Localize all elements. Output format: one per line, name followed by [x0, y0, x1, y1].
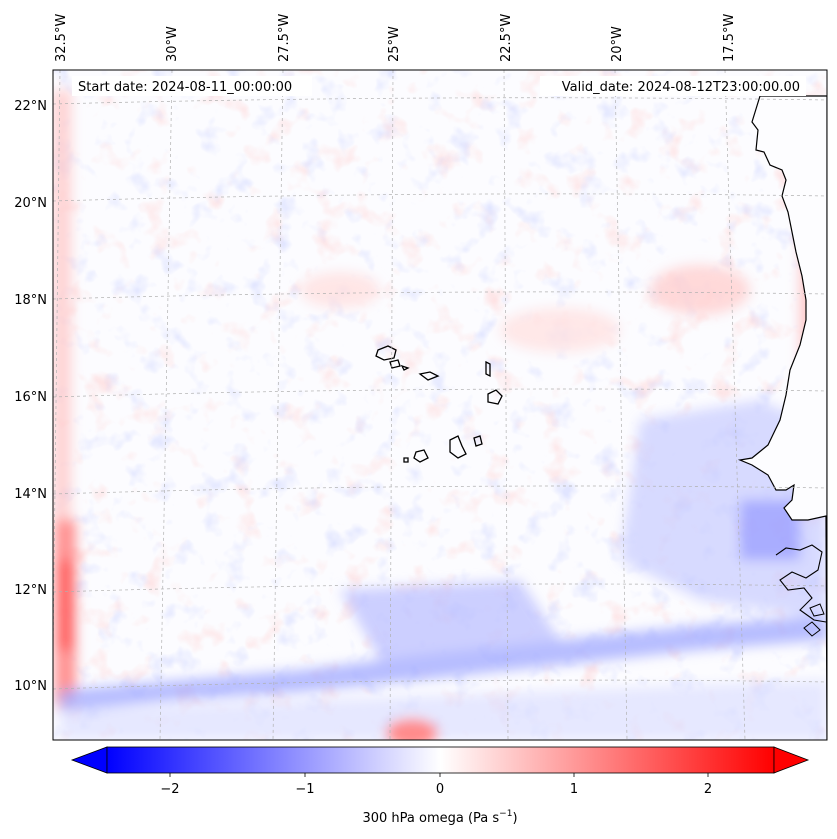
lon-label: 30°W: [165, 26, 180, 62]
colorbar-body: [106, 746, 775, 774]
africa-coastline: [737, 95, 827, 740]
colorbar-tick: 1: [570, 782, 578, 797]
colorbar-tick: −1: [295, 782, 314, 797]
colorbar: −2 −1 0 1 2 300 hPa omega (Pa s−1): [70, 746, 810, 826]
colorbar-label-main: 300 hPa omega (Pa s: [362, 811, 499, 826]
latitude-labels: 22°N 20°N 18°N 16°N 14°N 12°N 10°N: [14, 99, 47, 694]
longitude-labels: 32.5°W 30°W 27.5°W 25°W 22.5°W 20°W 17.5…: [54, 14, 737, 62]
colorbar-extend-max: [773, 746, 810, 774]
omega-field: [53, 70, 827, 740]
lon-label: 20°W: [610, 26, 625, 62]
colorbar-tick: −2: [160, 782, 179, 797]
colorbar-label: 300 hPa omega (Pa s−1): [362, 809, 517, 826]
lat-label: 10°N: [14, 679, 47, 694]
lat-label: 18°N: [14, 293, 47, 308]
lat-label: 14°N: [14, 487, 47, 502]
lon-label: 27.5°W: [277, 14, 292, 62]
colorbar-extend-min: [70, 746, 108, 774]
lat-label: 16°N: [14, 390, 47, 405]
graticule: [53, 70, 827, 740]
map-frame: [52, 69, 828, 741]
start-date-box: [72, 76, 312, 96]
valid-date-box: [540, 76, 806, 96]
map-panel: Start date: 2024-08-11_00:00:00 Valid_da…: [52, 69, 828, 741]
lat-label: 20°N: [14, 196, 47, 211]
lon-label: 22.5°W: [499, 14, 514, 62]
colorbar-tick: 2: [704, 782, 712, 797]
colorbar-tick: 0: [436, 782, 444, 797]
valid-date-label: Valid_date: 2024-08-12T23:00:00.00: [562, 80, 800, 95]
colorbar-label-close: ): [512, 811, 517, 826]
lon-label: 32.5°W: [54, 14, 69, 62]
lat-label: 12°N: [14, 583, 47, 598]
lon-label: 25°W: [387, 26, 402, 62]
lat-label: 22°N: [14, 99, 47, 114]
start-date-label: Start date: 2024-08-11_00:00:00: [78, 80, 292, 95]
colorbar-label-exp: −1: [499, 809, 512, 819]
lon-label: 17.5°W: [722, 14, 737, 62]
